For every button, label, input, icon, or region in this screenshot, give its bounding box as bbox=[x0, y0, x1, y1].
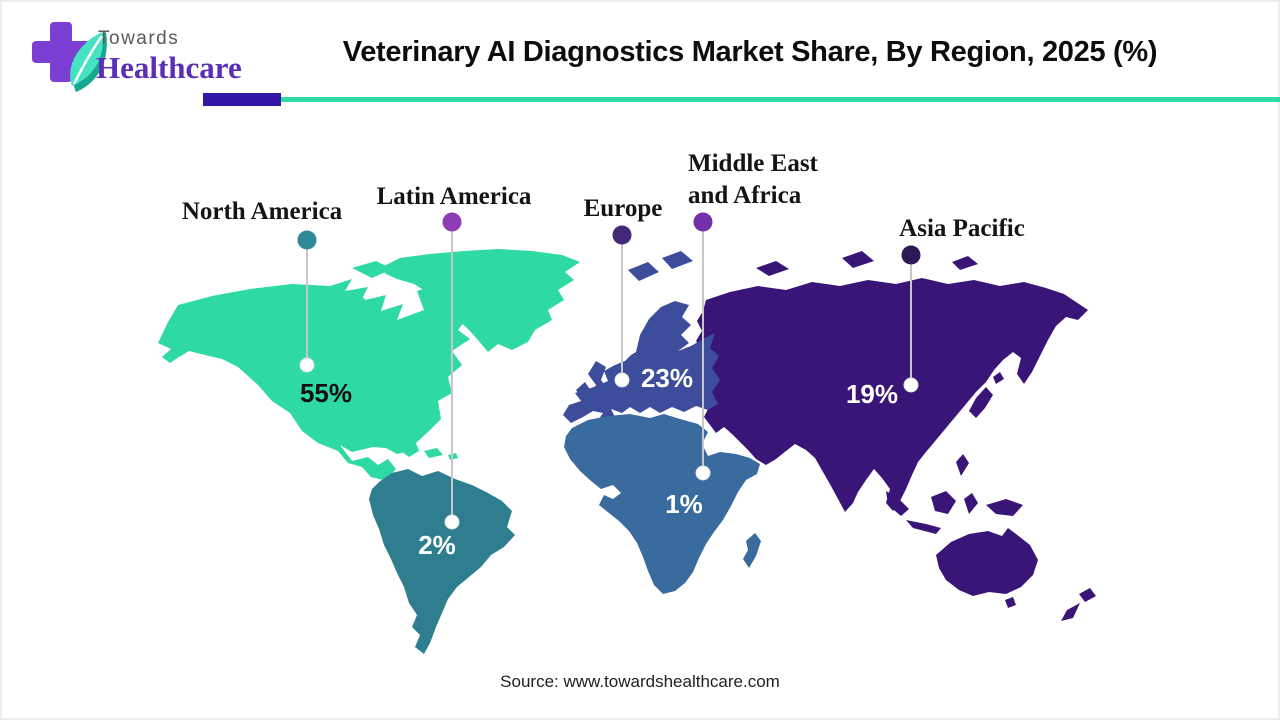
logo-text-towards: Towards bbox=[98, 28, 180, 49]
logo-leaf-icon bbox=[70, 32, 107, 92]
chart-title: Veterinary AI Diagnostics Market Share, … bbox=[342, 36, 1158, 68]
marker-dot-north-america bbox=[297, 230, 317, 250]
logo-text-healthcare: Healthcare bbox=[96, 50, 242, 85]
region-label-europe: Europe bbox=[583, 195, 663, 222]
map-region-latin-america bbox=[369, 469, 515, 654]
logo-cross-icon bbox=[32, 22, 107, 92]
leader-endpoints bbox=[299, 357, 919, 530]
map-region-asia-pacific bbox=[696, 251, 1096, 621]
endpoint-dot-asia-pacific bbox=[903, 377, 919, 393]
region-label-asia-pacific: Asia Pacific bbox=[899, 215, 1025, 242]
region-label-latin-america: Latin America bbox=[376, 183, 532, 210]
value-label-latin-america: 2% bbox=[418, 530, 456, 560]
value-label-asia-pacific: 19% bbox=[846, 379, 898, 409]
endpoint-dot-middle-east-africa bbox=[695, 465, 711, 481]
marker-dot-europe bbox=[612, 225, 632, 245]
marker-dot-middle-east-africa bbox=[693, 212, 713, 232]
divider-purple-segment bbox=[203, 93, 281, 106]
region-label-north-america: North America bbox=[181, 198, 343, 225]
logo: Towards Healthcare bbox=[14, 14, 264, 92]
marker-dot-latin-america bbox=[442, 212, 462, 232]
endpoint-dot-north-america bbox=[299, 357, 315, 373]
endpoint-dot-europe bbox=[614, 372, 630, 388]
source-text: Source: www.towardshealthcare.com bbox=[500, 672, 780, 691]
endpoint-dot-latin-america bbox=[444, 514, 460, 530]
region-label-middle-east-africa: Middle East and Africa bbox=[688, 150, 818, 209]
map-region-europe bbox=[563, 251, 720, 430]
map-region-middle-east-africa bbox=[564, 414, 761, 594]
leader-lines bbox=[306, 231, 912, 522]
value-label-middle-east-africa: 1% bbox=[665, 489, 703, 519]
value-label-north-america: 55% bbox=[300, 378, 352, 408]
value-label-europe: 23% bbox=[641, 363, 693, 393]
map-region-north-america bbox=[158, 249, 580, 492]
divider-teal-line bbox=[281, 97, 1280, 102]
marker-dot-asia-pacific bbox=[901, 245, 921, 265]
